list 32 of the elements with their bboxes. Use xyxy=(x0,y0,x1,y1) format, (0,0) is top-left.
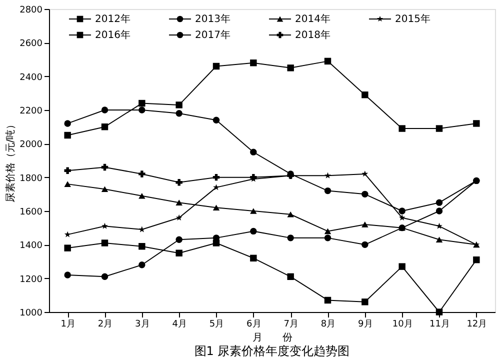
y-tick-label: 2200 xyxy=(20,106,43,116)
y-tick-label: 2000 xyxy=(20,140,43,150)
y-tick-label: 1800 xyxy=(20,174,43,184)
x-tick-label: 3月 xyxy=(135,320,150,330)
x-tick-label: 2月 xyxy=(98,320,113,330)
x-tick-label: 9月 xyxy=(358,320,373,330)
y-tick-label: 1200 xyxy=(20,274,43,285)
y-tick-label: 1000 xyxy=(20,308,43,318)
x-tick-label: 6月 xyxy=(246,320,262,330)
text: 图1 尿素价格年度变化趋势图 xyxy=(194,344,350,358)
legend-label: 2015年 xyxy=(395,13,430,25)
y-tick-label: 2400 xyxy=(20,72,43,83)
y-axis-title: 尿素价格（元/吨） xyxy=(4,119,17,203)
y-tick-label: 2800 xyxy=(20,6,43,16)
legend-label: 2018年 xyxy=(295,29,330,41)
x-tick-label: 5月 xyxy=(209,320,224,330)
legend-label: 2016年 xyxy=(95,29,130,41)
x-tick-label: 4月 xyxy=(172,320,187,330)
x-tick-label: 7月 xyxy=(284,320,298,330)
x-tick-label: 1月 xyxy=(60,320,76,330)
y-tick-label: 1400 xyxy=(20,241,43,252)
x-axis-title: 月 份 xyxy=(252,332,292,344)
x-tick-label: 8月 xyxy=(320,320,336,330)
legend-label: 2014年 xyxy=(295,13,330,25)
legend-label: 2017年 xyxy=(195,29,230,41)
x-tick-label: 11月 xyxy=(430,320,450,330)
y-tick-label: 1600 xyxy=(20,208,43,218)
y-tick-label: 2600 xyxy=(20,39,43,50)
legend-label: 2013年 xyxy=(195,13,230,25)
legend-label: 2012年 xyxy=(95,13,130,25)
x-tick-label: 12月 xyxy=(466,320,488,330)
x-tick-label: 10月 xyxy=(392,320,413,330)
